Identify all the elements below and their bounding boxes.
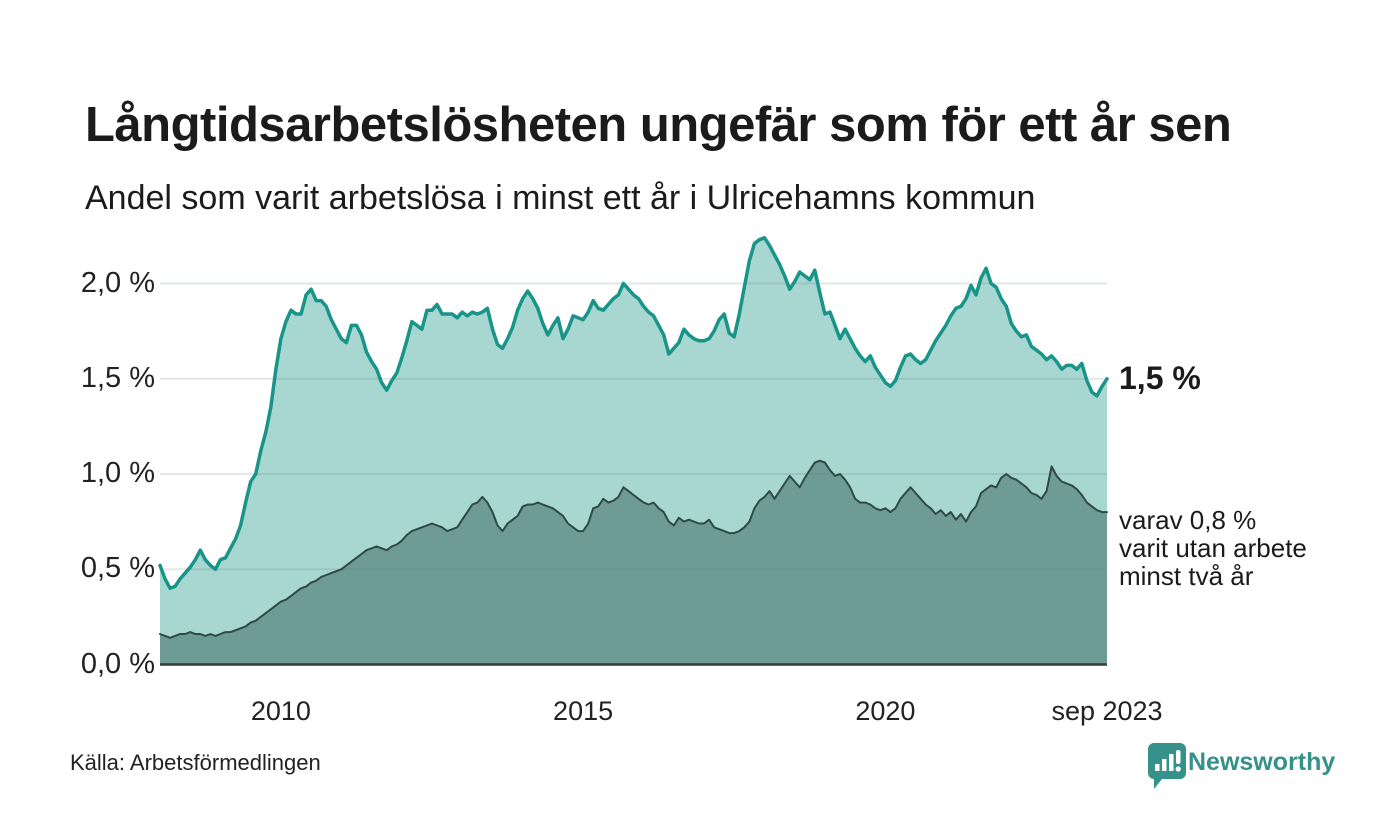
y-tick-label: 2,0 %	[80, 266, 155, 299]
y-tick-label: 1,5 %	[80, 361, 155, 394]
secondary-series-annotation: varav 0,8 % varit utan arbete minst två …	[1119, 506, 1307, 590]
page-title: Långtidsarbetslösheten ungefär som för e…	[85, 97, 1232, 152]
x-tick-label: 2015	[553, 696, 614, 726]
source-note: Källa: Arbetsförmedlingen	[70, 750, 321, 775]
newsworthy-logo[interactable]: Newsworthy	[1146, 742, 1396, 794]
exclamation-dot	[1175, 766, 1181, 772]
x-tick-label: 2020	[855, 696, 916, 726]
newsworthy-icon	[1148, 743, 1186, 789]
y-tick-label: 0,5 %	[80, 552, 155, 585]
gridlines	[160, 282, 1107, 571]
area-fill-unemployed-two-years	[160, 460, 1107, 665]
speech-bubble-shape	[1148, 743, 1186, 789]
x-tick-label: 2010	[250, 696, 311, 726]
bar-small	[1155, 764, 1160, 771]
annotation-line: minst två år	[1119, 561, 1254, 592]
annotation-line: varit utan arbete	[1119, 533, 1307, 564]
annotation-line: varav 0,8 %	[1119, 505, 1257, 535]
bar-medium	[1162, 759, 1167, 771]
bar-large	[1169, 754, 1174, 771]
line-unemployed-two-years	[159, 459, 1108, 639]
newsworthy-wordmark: Newsworthy	[1188, 748, 1336, 776]
y-tick-label: 1,0 %	[80, 457, 155, 489]
end-value-label: 1,5 %	[1119, 360, 1201, 396]
x-tick-label: sep 2023	[1051, 696, 1163, 726]
y-tick-label: 0,0 %	[80, 647, 155, 680]
page-subtitle: Andel som varit arbetslösa i minst ett å…	[85, 179, 1036, 218]
line-unemployed-one-year	[158, 236, 1109, 591]
exclamation-bar	[1176, 750, 1181, 764]
